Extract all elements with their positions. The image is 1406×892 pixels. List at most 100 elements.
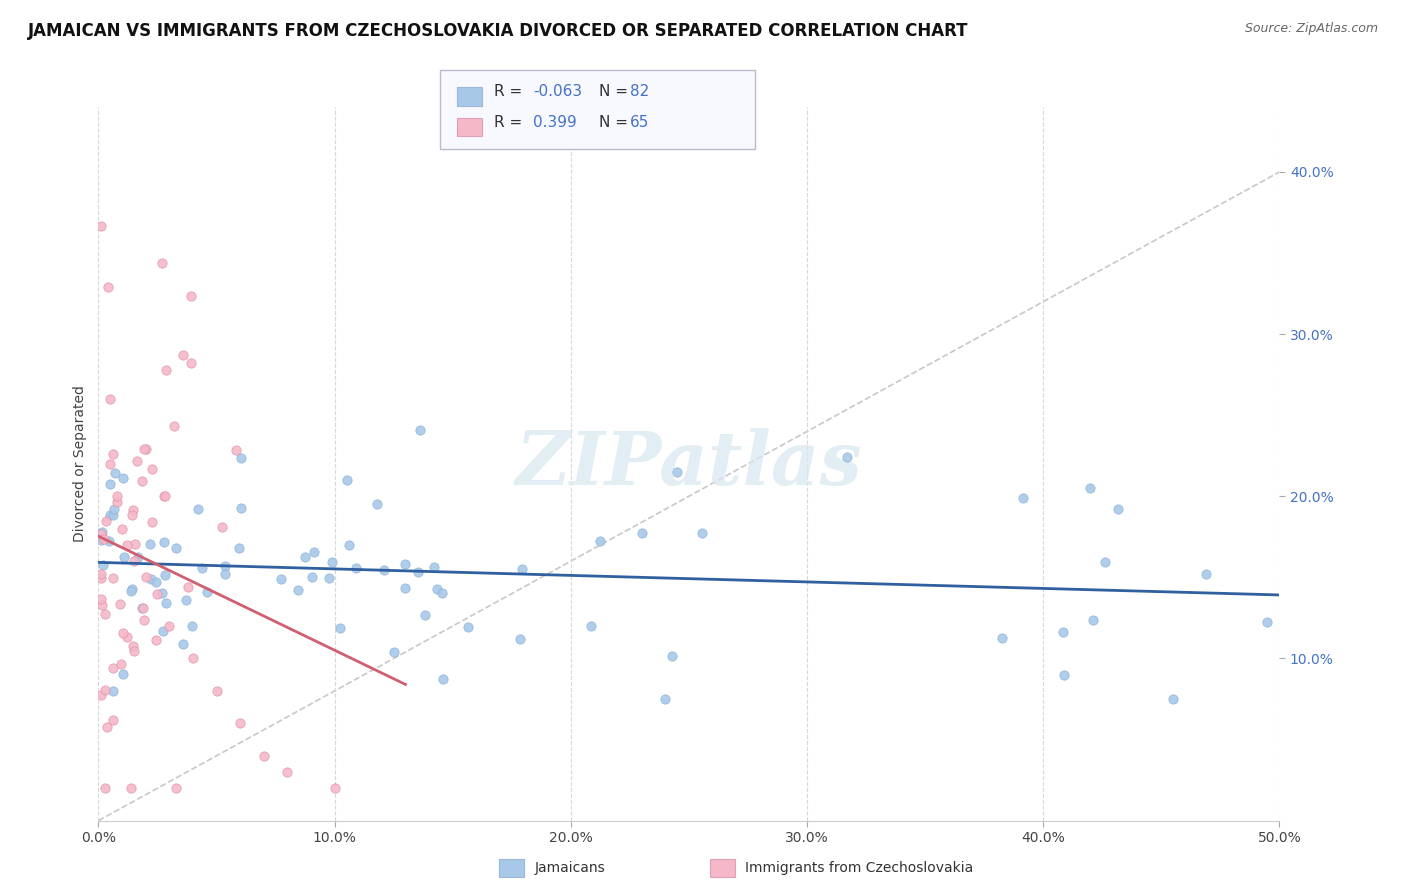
Text: Jamaicans: Jamaicans <box>534 861 605 875</box>
Point <box>94 682 117 697</box>
Point <box>90 688 112 702</box>
Text: JAMAICAN VS IMMIGRANTS FROM CZECHOSLOVAKIA DIVORCED OR SEPARATED CORRELATION CHA: JAMAICAN VS IMMIGRANTS FROM CZECHOSLOVAK… <box>28 22 969 40</box>
Point <box>631 526 654 541</box>
Point <box>157 619 180 633</box>
Point <box>214 559 236 574</box>
Point <box>104 466 127 480</box>
Point <box>90 592 112 607</box>
Point <box>105 489 128 503</box>
Point <box>197 585 219 599</box>
Point <box>1094 555 1116 569</box>
Point <box>180 619 202 633</box>
Point <box>301 570 323 584</box>
Point <box>111 522 134 536</box>
Point <box>145 574 167 589</box>
Point <box>229 716 252 731</box>
Point <box>120 781 142 796</box>
Point <box>121 508 143 522</box>
Point <box>1012 491 1035 506</box>
Point <box>205 684 228 698</box>
Point <box>150 585 173 599</box>
Point <box>191 561 214 575</box>
Point <box>135 570 157 584</box>
Point <box>110 657 132 672</box>
Point <box>991 631 1014 645</box>
Point <box>153 489 176 503</box>
Point <box>382 645 405 659</box>
Point <box>413 608 436 623</box>
Point <box>180 289 202 303</box>
Text: R =: R = <box>494 85 527 99</box>
Point <box>97 279 120 293</box>
Point <box>90 572 112 586</box>
Point <box>155 596 177 610</box>
Point <box>134 442 156 456</box>
Point <box>231 450 253 465</box>
Point <box>661 649 683 664</box>
Point <box>150 256 173 270</box>
Text: R =: R = <box>494 115 531 129</box>
Point <box>654 692 676 706</box>
Point <box>103 502 125 516</box>
Point <box>90 533 112 548</box>
Point <box>141 515 163 529</box>
Point <box>94 781 117 796</box>
Point <box>174 593 197 607</box>
Point <box>132 601 155 615</box>
Point <box>112 626 135 640</box>
Y-axis label: Divorced or Separated: Divorced or Separated <box>73 385 87 542</box>
Point <box>329 621 352 635</box>
Point <box>690 525 713 540</box>
Point <box>135 442 157 457</box>
Point <box>101 684 124 698</box>
Point <box>253 748 276 763</box>
Point <box>131 475 153 489</box>
Point <box>323 781 346 796</box>
Point <box>91 598 114 612</box>
Point <box>138 536 160 550</box>
Text: Immigrants from Czechoslovakia: Immigrants from Czechoslovakia <box>745 861 973 875</box>
Point <box>287 583 309 598</box>
Text: N =: N = <box>599 85 633 99</box>
Point <box>1161 692 1184 706</box>
Point <box>1080 481 1102 495</box>
Point <box>90 219 112 233</box>
Point <box>430 585 453 599</box>
Point <box>155 363 177 377</box>
Point <box>100 508 122 522</box>
Text: 65: 65 <box>630 115 650 129</box>
Point <box>100 477 122 491</box>
Point <box>187 501 209 516</box>
Point <box>172 636 194 650</box>
Point <box>432 673 454 687</box>
Point <box>318 571 340 585</box>
Point <box>426 582 449 596</box>
Point <box>181 651 204 665</box>
Point <box>121 582 143 596</box>
Point <box>90 566 112 581</box>
Point <box>579 619 602 633</box>
Point <box>98 533 121 548</box>
Point <box>837 450 859 464</box>
Point <box>1107 502 1129 516</box>
Point <box>141 462 163 476</box>
Point <box>90 524 112 539</box>
Point <box>394 557 416 571</box>
Point <box>115 630 138 644</box>
Point <box>124 536 146 550</box>
Point <box>1081 613 1104 627</box>
Point <box>115 538 138 552</box>
Point <box>155 568 177 582</box>
Point <box>98 392 121 406</box>
Point <box>153 489 176 503</box>
Point <box>93 532 115 546</box>
Point <box>336 474 359 488</box>
Point <box>211 519 233 533</box>
Text: ZIPatlas: ZIPatlas <box>516 427 862 500</box>
Text: N =: N = <box>599 115 633 129</box>
Point <box>1053 668 1076 682</box>
Point <box>302 545 325 559</box>
Point <box>90 526 112 541</box>
Point <box>146 586 169 600</box>
Point <box>1194 567 1216 582</box>
